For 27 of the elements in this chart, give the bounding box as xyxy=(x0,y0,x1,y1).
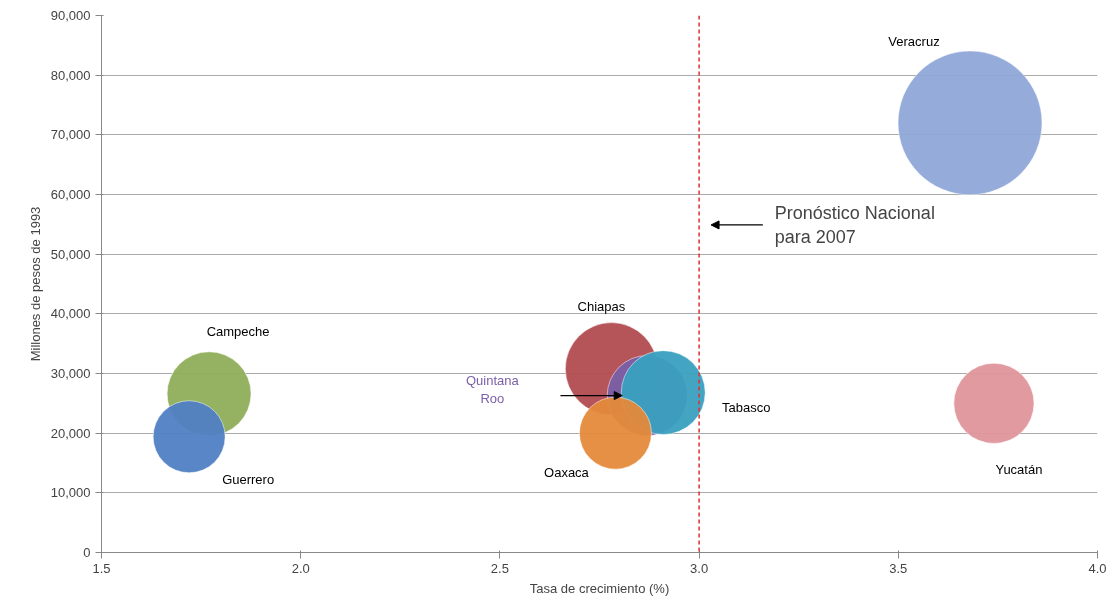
series-label: Chiapas xyxy=(577,299,626,315)
y-tick-label: 50,000 xyxy=(50,246,91,262)
y-tick-label: 10,000 xyxy=(50,485,91,501)
x-tick-label: 2.5 xyxy=(490,560,509,576)
text: Quintana Roo xyxy=(465,373,520,407)
x-axis-title: Tasa de crecimiento (%) xyxy=(529,580,670,596)
series-label: Veracruz xyxy=(888,34,940,50)
x-tick-label: 1.5 xyxy=(92,560,111,576)
series-label: Tabasco xyxy=(722,400,771,416)
y-tick-label: 80,000 xyxy=(50,67,91,83)
y-tick-label: 70,000 xyxy=(50,127,91,143)
series-label: Campeche xyxy=(206,324,270,340)
x-tick-label: 3.0 xyxy=(690,560,709,576)
y-axis-title: Millones de pesos de 1993 xyxy=(27,206,43,362)
series-label: Yucatán xyxy=(995,461,1043,477)
x-tick-label: 3.5 xyxy=(889,560,908,576)
y-tick-label: 60,000 xyxy=(50,187,91,202)
y-tick-label: 40,000 xyxy=(50,306,91,322)
y-tick-label: 20,000 xyxy=(50,425,91,441)
x-tick-label: 4.0 xyxy=(1088,560,1107,576)
annotation: Pronóstico Nacional para 2007 xyxy=(774,202,935,247)
y-tick-label: 30,000 xyxy=(50,366,91,381)
x-tick-label: 2.0 xyxy=(291,560,310,576)
y-tick-label: 90,000 xyxy=(50,8,91,23)
series-label: Guerrero xyxy=(222,472,275,488)
y-tick-label: 0 xyxy=(83,545,91,560)
series-label: Oaxaca xyxy=(544,464,590,480)
